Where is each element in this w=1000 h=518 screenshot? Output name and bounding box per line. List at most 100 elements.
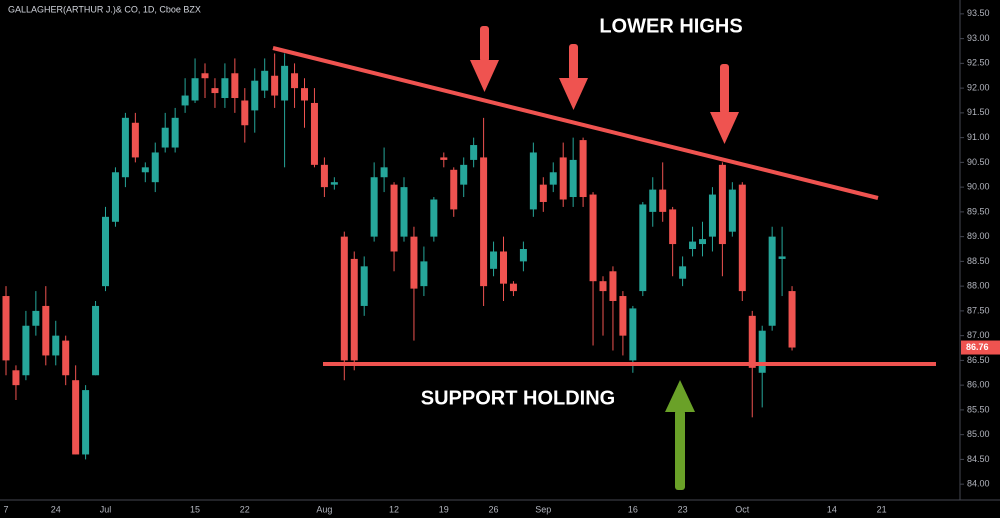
candle-body: [659, 189, 667, 212]
candle-body: [609, 271, 617, 301]
candle-body: [370, 177, 378, 237]
candle-body: [778, 256, 786, 259]
x-tick-label: 12: [389, 504, 399, 514]
y-tick-label: 87.00: [967, 330, 990, 340]
candle-body: [320, 164, 328, 188]
candle-body: [72, 380, 80, 455]
candle-body: [788, 291, 796, 348]
red-arrows: [470, 26, 739, 144]
candle-body: [679, 266, 687, 279]
candle-body: [181, 95, 189, 106]
candle-body: [480, 157, 488, 287]
candle-body: [470, 145, 478, 160]
candle-body: [768, 236, 776, 326]
candle-body: [301, 88, 308, 101]
arrow-head: [710, 112, 739, 144]
candle-body: [440, 157, 448, 160]
candle-body: [161, 127, 169, 148]
annotation: LOWER HIGHS: [599, 15, 742, 37]
candle-body: [12, 370, 20, 386]
candle-body: [529, 152, 537, 210]
candle-body: [251, 80, 259, 111]
candle-body: [430, 199, 438, 237]
candle-body: [310, 102, 318, 165]
candle-body: [460, 164, 468, 185]
x-tick-label: 15: [190, 504, 200, 514]
x-tick-label: 24: [51, 504, 61, 514]
arrow-shaft: [675, 410, 685, 490]
resistance-line: [272, 46, 879, 200]
y-tick-label: 92.50: [967, 58, 990, 68]
y-tick-label: 90.00: [967, 182, 990, 192]
candle-body: [350, 258, 358, 361]
candle-body: [151, 152, 159, 183]
candle-body: [649, 189, 657, 212]
candle-body: [708, 194, 716, 237]
candle-body: [579, 140, 587, 198]
candle-body: [330, 182, 338, 185]
candle-body: [2, 296, 10, 361]
candle-body: [42, 305, 50, 356]
candle-body: [360, 266, 368, 306]
arrow-shaft: [480, 26, 489, 62]
x-tick-label: 21: [877, 504, 887, 514]
y-tick-label: 93.50: [967, 8, 990, 18]
annotation: SUPPORT HOLDING: [421, 387, 615, 409]
candle-body: [509, 283, 517, 292]
candle-body: [569, 159, 577, 198]
candle-body: [92, 305, 100, 376]
candle-body: [261, 70, 269, 91]
candle-body: [619, 296, 627, 336]
candle-body: [121, 117, 129, 178]
candle-body: [131, 122, 139, 158]
arrow-shaft: [720, 64, 729, 114]
x-tick-label: Oct: [735, 504, 750, 514]
candle-body: [201, 73, 209, 79]
x-tick-label: Aug: [316, 504, 332, 514]
last-price-box: [961, 340, 1000, 355]
arrow-head: [665, 380, 695, 412]
candle-body: [450, 169, 458, 210]
candle-body: [599, 281, 607, 292]
candle-body: [62, 340, 70, 376]
candle-body: [629, 308, 637, 361]
candle-body: [728, 189, 736, 232]
x-tick-label: 22: [240, 504, 250, 514]
candle-body: [549, 172, 557, 185]
candle-body: [291, 73, 299, 89]
candle-body: [758, 330, 766, 373]
candles: [2, 53, 796, 460]
candle-body: [519, 249, 527, 262]
y-tick-label: 91.50: [967, 107, 990, 117]
y-tick-label: 87.50: [967, 305, 990, 315]
x-tick-label: 19: [439, 504, 449, 514]
candle-body: [171, 117, 179, 148]
arrow-head: [559, 78, 588, 110]
candle-body: [748, 315, 756, 368]
candle-body: [490, 251, 498, 269]
y-tick-label: 88.00: [967, 281, 990, 291]
candle-body: [639, 204, 647, 292]
y-tick-label: 86.50: [967, 355, 990, 365]
arrow-shaft: [569, 44, 578, 80]
candle-body: [221, 78, 229, 99]
x-tick-label: 23: [678, 504, 688, 514]
y-tick-label: 89.50: [967, 206, 990, 216]
arrow-head: [470, 60, 499, 92]
candle-body: [589, 194, 597, 282]
candle-body: [340, 236, 348, 361]
candle-body: [400, 187, 408, 237]
candle-body: [390, 184, 398, 252]
y-tick-label: 85.00: [967, 429, 990, 439]
y-tick-label: 88.50: [967, 256, 990, 266]
candle-body: [718, 164, 726, 245]
candle-body: [82, 390, 90, 455]
candle-body: [689, 241, 697, 250]
y-tick-label: 85.50: [967, 404, 990, 414]
y-tick-label: 86.00: [967, 380, 990, 390]
candle-body: [241, 100, 249, 126]
candle-body: [231, 73, 239, 99]
candle-body: [32, 310, 40, 326]
x-tick-label: 7: [3, 504, 8, 514]
candle-body: [211, 88, 219, 94]
